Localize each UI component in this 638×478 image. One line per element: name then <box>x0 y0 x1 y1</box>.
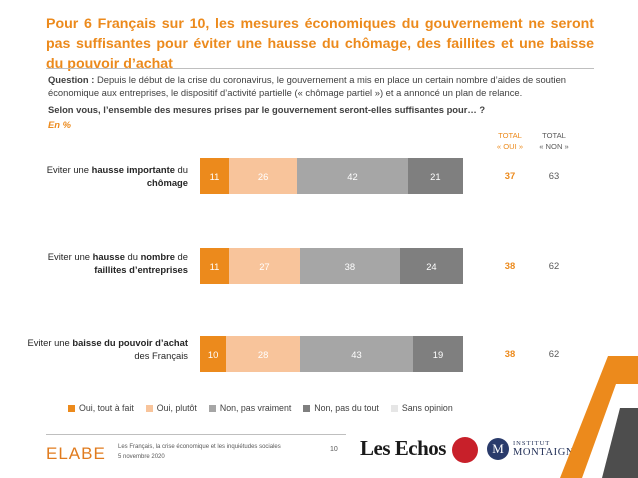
title-divider <box>46 68 594 69</box>
total-non-header-line2: « NON » <box>539 142 569 151</box>
footer-line1: Les Français, la crise économique et les… <box>118 444 281 450</box>
total-non-header-line1: TOTAL <box>542 131 566 140</box>
legend-swatch <box>208 404 216 412</box>
legend-item: Non, pas vraiment <box>208 403 292 413</box>
legend-label: Non, pas vraiment <box>219 403 292 413</box>
row-label-part: de <box>174 251 188 262</box>
row-label: Eviter une hausse importante du chômage <box>18 163 188 189</box>
bar-segment: 38 <box>299 248 400 284</box>
bar-segment: 24 <box>399 248 463 284</box>
bar-segment: 11 <box>200 248 229 284</box>
stacked-bar: 11 27 38 24 <box>200 248 463 284</box>
bar-segment: 19 <box>413 336 463 372</box>
unit-label: En % <box>48 119 71 130</box>
bar-segment: 11 <box>200 158 229 194</box>
total-oui-header-line1: TOTAL <box>498 131 522 140</box>
bar-segment: 21 <box>407 158 463 194</box>
total-non-value: 63 <box>548 170 560 181</box>
institut-montaigne-line2: MONTAIGNE <box>513 447 582 458</box>
row-label-part: Eviter une <box>27 337 73 348</box>
institut-montaigne-line1: INSTITUT <box>513 440 551 447</box>
bar-segment: 26 <box>228 158 298 194</box>
row-label-part: du <box>124 251 141 262</box>
stacked-bar: 11 26 42 21 <box>200 158 463 194</box>
row-label: Eviter une hausse du nombre de faillites… <box>18 250 188 276</box>
bar-segment: 28 <box>226 336 300 372</box>
les-echos-logo: Les Echos <box>360 436 446 460</box>
row-label-part: faillites d’entreprises <box>94 264 188 275</box>
legend-item: Sans opinion <box>390 403 453 413</box>
institut-montaigne-logo: INSTITUT MONTAIGNE <box>513 440 581 458</box>
legend-swatch <box>303 404 311 412</box>
legend-swatch <box>68 404 75 412</box>
footer-caption: Les Français, la crise économique et les… <box>118 442 281 462</box>
row-label-part: baisse du pouvoir d’achat <box>72 337 188 348</box>
total-oui-value: 38 <box>504 348 516 359</box>
deco-grey-triangle <box>602 408 638 478</box>
row-label-part: Eviter une <box>47 251 93 262</box>
partner-round-logo <box>452 437 478 463</box>
page-number: 10 <box>330 446 338 453</box>
legend-item: Non, pas du tout <box>303 403 379 413</box>
legend-label: Oui, plutôt <box>156 403 197 413</box>
legend-item: Oui, plutôt <box>145 403 197 413</box>
decorative-triangle-shape <box>560 356 638 478</box>
row-label-part: Eviter une <box>46 164 92 175</box>
question-text: Question : Depuis le début de la crise d… <box>48 74 596 99</box>
total-non-value: 62 <box>548 348 560 359</box>
question-body: Depuis le début de la crise du coronavir… <box>48 74 566 98</box>
legend-label: Non, pas du tout <box>314 403 379 413</box>
total-oui-header-line2: « OUI » <box>496 142 524 151</box>
elabe-logo-text: ELABE <box>46 444 106 462</box>
legend-label: Sans opinion <box>401 403 453 413</box>
row-label-part: des Français <box>134 350 188 361</box>
total-oui-value: 38 <box>504 260 516 271</box>
row-label-part: hausse <box>92 251 125 262</box>
montaigne-emblem-icon: M <box>487 438 509 460</box>
footer-line2: 5 novembre 2020 <box>118 454 165 460</box>
total-oui-header: TOTAL « OUI » <box>487 130 533 152</box>
bar-segment: 27 <box>228 248 300 284</box>
footer-divider <box>46 434 346 435</box>
bar-segment: 10 <box>200 336 227 372</box>
legend-swatch <box>145 404 153 412</box>
bar-segment: 43 <box>299 336 413 372</box>
row-label-part: du <box>174 164 188 175</box>
row-label-part: nombre <box>140 251 175 262</box>
legend-swatch <box>390 404 398 412</box>
question-prompt: Selon vous, l’ensemble des mesures prise… <box>48 104 486 115</box>
legend-item: Oui, tout à fait <box>68 403 134 413</box>
row-label-part: hausse importante <box>91 164 175 175</box>
question-prefix: Question : <box>48 74 95 85</box>
bar-segment: 42 <box>297 158 408 194</box>
row-label: Eviter une baisse du pouvoir d’achat des… <box>18 336 188 362</box>
page-title: Pour 6 Français sur 10, les mesures écon… <box>46 16 594 72</box>
chart-legend: Oui, tout à fait Oui, plutôt Non, pas vrai… <box>68 403 465 413</box>
stacked-bar: 10 28 43 19 <box>200 336 463 372</box>
total-non-value: 62 <box>548 260 560 271</box>
elabe-logo: ELABE <box>46 444 106 462</box>
total-oui-value: 37 <box>504 170 516 181</box>
row-label-part: chômage <box>146 177 188 188</box>
legend-label: Oui, tout à fait <box>79 403 134 413</box>
total-non-header: TOTAL « NON » <box>531 130 577 152</box>
